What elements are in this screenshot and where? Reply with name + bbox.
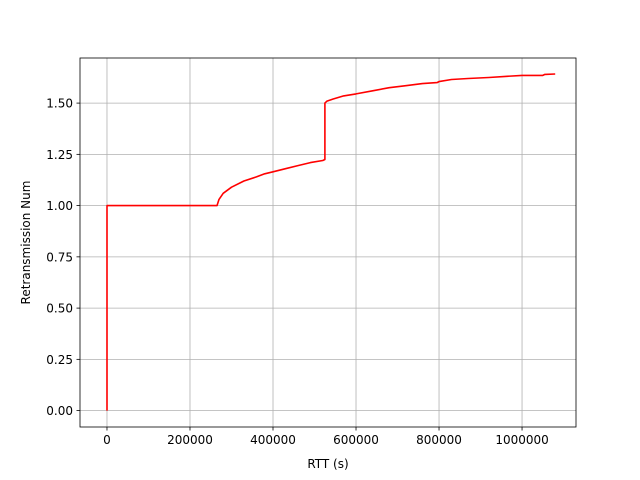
y-axis-label: Retransmission Num bbox=[19, 181, 33, 305]
plot-frame bbox=[79, 57, 577, 428]
y-tick-label: 1.50 bbox=[46, 97, 73, 111]
x-tick-label: 0 bbox=[103, 433, 111, 447]
x-tick-label: 1000000 bbox=[495, 433, 548, 447]
x-tick-label: 400000 bbox=[250, 433, 296, 447]
y-tick-label: 1.25 bbox=[46, 148, 73, 162]
grid-lines bbox=[80, 58, 576, 427]
y-tick-label: 0.00 bbox=[46, 404, 73, 418]
series-line-0 bbox=[106, 73, 556, 411]
x-axis-label: RTT (s) bbox=[307, 457, 348, 471]
y-tick-label: 0.75 bbox=[46, 250, 73, 264]
y-tick-label: 0.25 bbox=[46, 353, 73, 367]
x-tick-label: 200000 bbox=[167, 433, 213, 447]
x-tick-label: 600000 bbox=[333, 433, 379, 447]
axis-ticks: 0 200000 400000 600000 800000 1000000 0.00 0.25… bbox=[46, 97, 548, 447]
x-tick-label: 800000 bbox=[416, 433, 462, 447]
y-tick-label: 1.00 bbox=[46, 199, 73, 213]
y-tick-label: 0.50 bbox=[46, 302, 73, 316]
series-layer bbox=[106, 73, 556, 411]
